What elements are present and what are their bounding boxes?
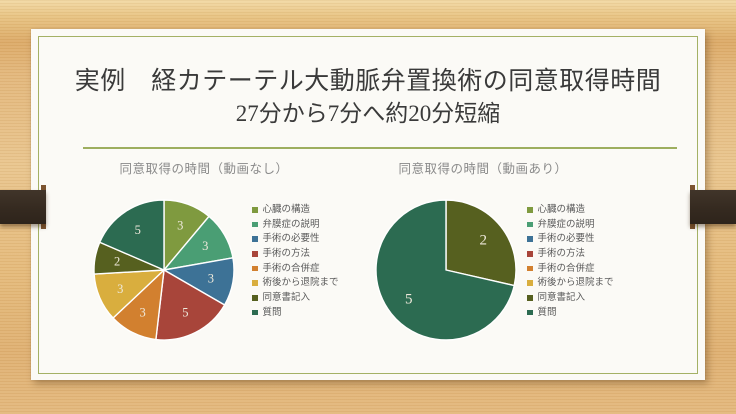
legend-item: 手術の合併症	[527, 264, 614, 274]
legend-label: 術後から退院まで	[537, 277, 614, 289]
legend-label: 心臓の構造	[262, 204, 311, 215]
legend-label: 弁膜症の説明	[537, 218, 595, 230]
legend-item: 手術の必要性	[527, 234, 614, 244]
legend-item: 心臓の構造	[527, 205, 614, 215]
legend-item: 手術の合併症	[252, 264, 339, 274]
legend-label: 手術の合併症	[262, 262, 320, 274]
pie-slice-value-label: 2	[479, 232, 487, 248]
legend-swatch-icon	[252, 280, 258, 286]
legend-item: 術後から退院まで	[527, 278, 614, 288]
pie-slice-value-label: 5	[135, 223, 141, 237]
legend-swatch-icon	[527, 207, 533, 213]
pie-chart-with-video: 25	[375, 199, 517, 341]
legend-swatch-icon	[252, 251, 258, 257]
legend-label: 術後から退院まで	[262, 277, 339, 289]
legend-item: 弁膜症の説明	[527, 220, 614, 230]
pie-slice	[155, 269, 226, 341]
pie-slice	[99, 199, 165, 271]
pie-slice	[375, 199, 515, 341]
legend-swatch-icon	[252, 309, 258, 316]
legend-swatch-icon	[252, 207, 258, 213]
legend-label: 弁膜症の説明	[262, 218, 320, 230]
legend-item: 術後から退院まで	[252, 278, 339, 288]
legend-item: 質問	[527, 308, 614, 318]
ribbon-fold-icon	[41, 185, 46, 190]
legend-swatch-icon	[527, 295, 533, 301]
legend-swatch-icon	[527, 309, 533, 316]
pie-slice-value-label: 3	[208, 271, 214, 285]
legend-item: 手術の方法	[527, 249, 614, 259]
legend-item: 同意書記入	[252, 293, 339, 303]
pie-slice-value-label: 3	[177, 218, 183, 232]
legend-label: 同意書記入	[537, 292, 586, 304]
legend-swatch-icon	[252, 265, 258, 272]
legend-label: 同意書記入	[262, 292, 311, 304]
ribbon-fold-icon	[690, 185, 695, 190]
legend-item: 手術の方法	[252, 249, 339, 259]
legend-swatch-icon	[527, 236, 533, 242]
pie-slice-value-label: 3	[139, 306, 145, 320]
legend-item: 同意書記入	[527, 293, 614, 303]
legend-label: 手術の方法	[262, 248, 311, 260]
legend-item: 手術の必要性	[252, 234, 339, 244]
title-divider	[83, 147, 677, 149]
legend-swatch-icon	[527, 280, 533, 286]
legend-swatch-icon	[252, 236, 258, 242]
legend-item: 質問	[252, 308, 339, 318]
legend-label: 手術の方法	[537, 248, 586, 260]
presentation-slide: 実例 経カテーテル大動脈弁置換術の同意取得時間 27分から7分へ約20分短縮 同…	[31, 29, 705, 380]
legend-with-video: 心臓の構造弁膜症の説明 手術の必要性 手術の方法手術の合併症術後から退院まで 同意書記…	[527, 205, 614, 323]
legend-swatch-icon	[252, 221, 258, 228]
legend-swatch-icon	[252, 295, 258, 301]
legend-item: 心臓の構造	[252, 205, 339, 215]
pie-chart-no-video: 3 3 3 5 3 3 2 5	[93, 199, 235, 341]
pie-slice-value-label: 3	[117, 282, 123, 296]
legend-swatch-icon	[527, 265, 533, 272]
legend-swatch-icon	[527, 251, 533, 257]
chart-title-no-video: 同意取得の時間（動画なし）	[119, 162, 289, 176]
pie-slice-value-label: 2	[114, 255, 120, 269]
legend-label: 質問	[262, 306, 282, 318]
ribbon-fold-icon	[41, 224, 46, 229]
slide-title-line-1: 実例 経カテーテル大動脈弁置換術の同意取得時間	[74, 68, 662, 95]
pie-slice-value-label: 5	[405, 292, 413, 308]
legend-item: 弁膜症の説明	[252, 220, 339, 230]
ribbon-left	[0, 190, 46, 224]
legend-label: 手術の合併症	[537, 262, 595, 274]
pie-slice	[445, 199, 517, 287]
legend-label: 心臓の構造	[537, 204, 586, 215]
slide-title-line-2: 27分から7分へ約20分短縮	[235, 100, 501, 126]
legend-label: 手術の必要性	[262, 233, 320, 245]
ribbon-right	[690, 190, 736, 224]
slide-title: 実例 経カテーテル大動脈弁置換術の同意取得時間 27分から7分へ約20分短縮	[31, 65, 705, 129]
legend-label: 質問	[537, 306, 557, 318]
legend-label: 手術の必要性	[537, 233, 595, 245]
legend-swatch-icon	[527, 221, 533, 228]
legend-no-video: 心臓の構造弁膜症の説明 手術の必要性 手術の方法手術の合併症術後から退院まで 同意書記…	[252, 205, 339, 323]
ribbon-fold-icon	[690, 224, 695, 229]
chart-title-with-video: 同意取得の時間（動画あり）	[398, 162, 568, 176]
pie-slice-value-label: 5	[182, 306, 188, 320]
pie-slice-value-label: 3	[202, 239, 208, 253]
